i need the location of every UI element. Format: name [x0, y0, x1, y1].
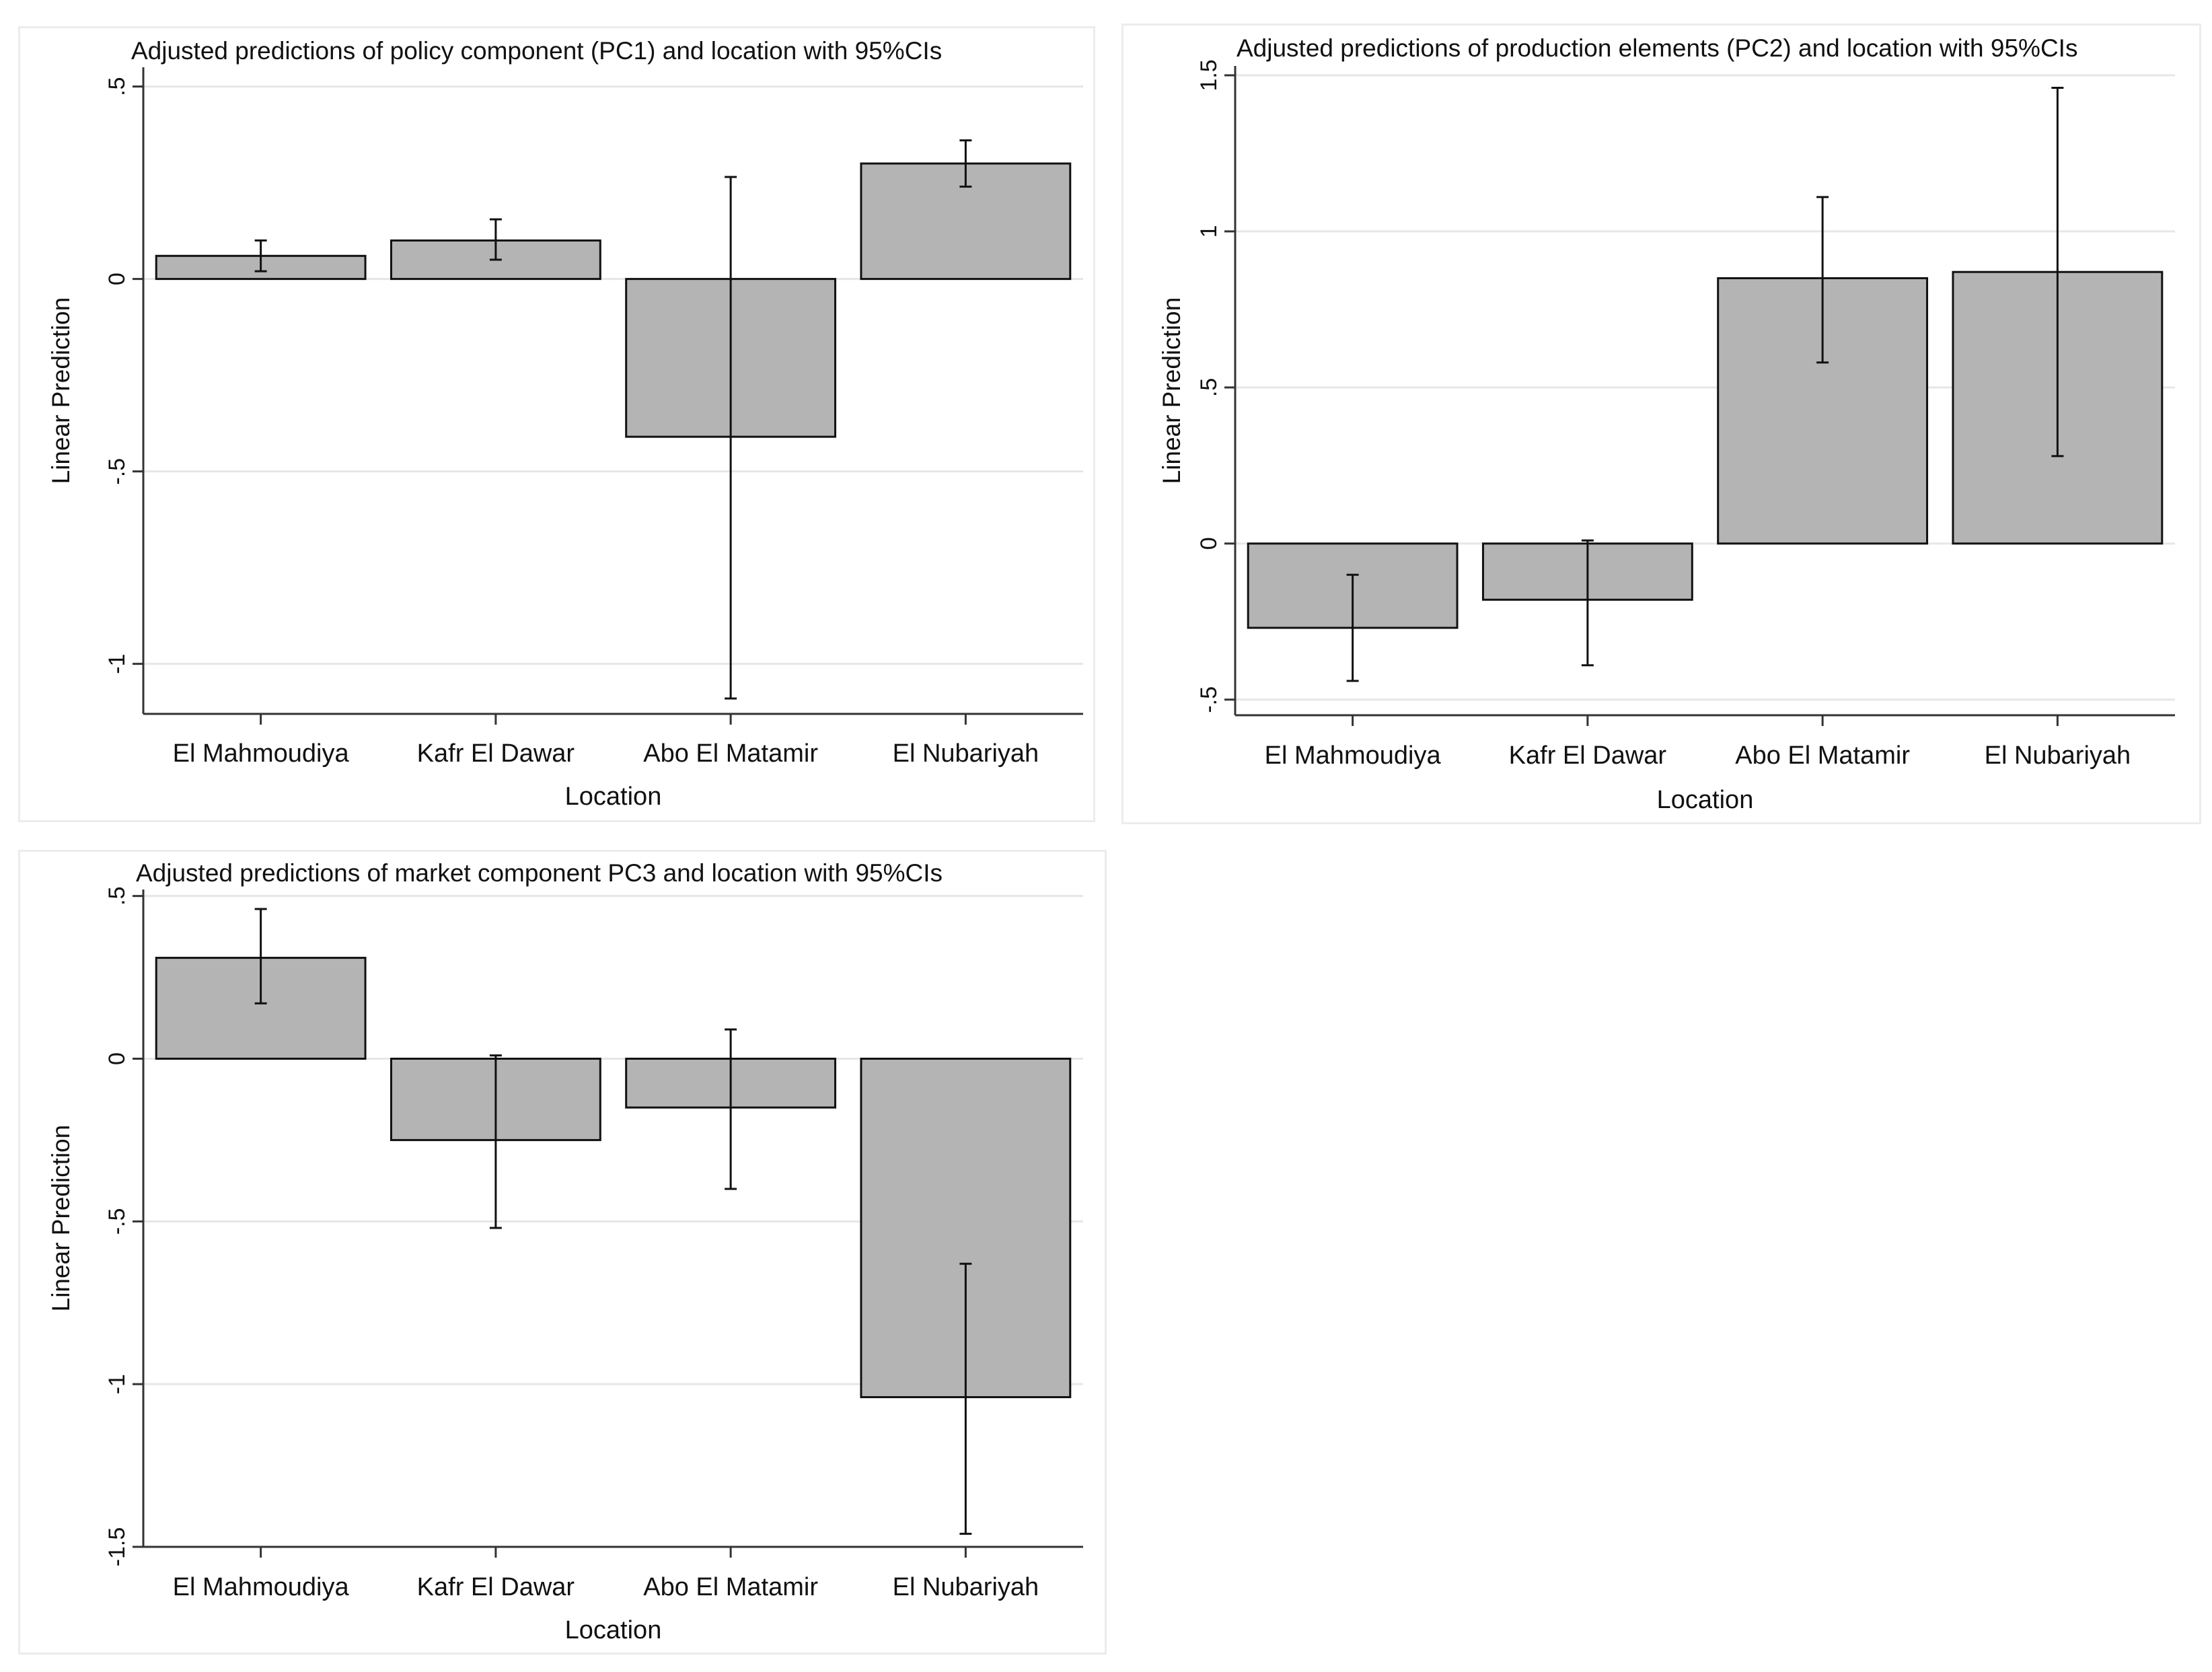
- x-tick-label: El Nubariyah: [893, 739, 1039, 768]
- y-tick-label: 0: [104, 272, 130, 285]
- chart-pc3: -1.5 -1 -.5 0 .5 El Mahmoudiya Kafr El Dawar Ab…: [47, 859, 1083, 1644]
- x-axis-label: Location: [565, 1616, 662, 1644]
- x-tick-label: Kafr El Dawar: [1509, 741, 1667, 770]
- x-tick-label: Abo El Matamir: [1735, 741, 1910, 770]
- y-tick-label: .5: [104, 886, 130, 905]
- chart-title: Adjusted predictions of market component…: [136, 859, 943, 887]
- chart-title: Adjusted predictions of production eleme…: [1237, 34, 2077, 62]
- y-axis-label: Linear Prediction: [1158, 297, 1185, 484]
- y-axis-label: Linear Prediction: [47, 297, 75, 484]
- chart-pc2: -.5 0 .5 1 1.5 El Mahmoudiya Kafr El Dawar Abo …: [1158, 34, 2175, 814]
- y-axis-label: Linear Prediction: [47, 1125, 75, 1312]
- x-tick-label: El Nubariyah: [893, 1573, 1039, 1601]
- x-tick-label: El Mahmoudiya: [173, 739, 350, 768]
- y-tick-label: 1: [1196, 225, 1222, 238]
- chart-title: Adjusted predictions of policy component…: [131, 37, 942, 65]
- x-tick-label: El Mahmoudiya: [1265, 741, 1442, 770]
- chart-pc1: -1 -.5 0 .5 El Mahmoudiya Kafr El Dawar Abo El…: [47, 37, 1083, 811]
- y-tick-label: 0: [1196, 537, 1222, 550]
- x-axis-label: Location: [1657, 786, 1754, 814]
- y-tick-label: -1: [104, 654, 130, 674]
- x-tick-label: El Mahmoudiya: [173, 1573, 350, 1601]
- y-tick-label: 1.5: [1196, 59, 1222, 91]
- y-tick-label: -1.5: [104, 1527, 130, 1567]
- x-tick-label: Abo El Matamir: [643, 1573, 818, 1601]
- y-tick-label: -.5: [104, 1208, 130, 1235]
- y-tick-label: 0: [104, 1052, 130, 1065]
- y-tick-label: .5: [1196, 378, 1222, 397]
- chart-panel-pc1: -1 -.5 0 .5 El Mahmoudiya Kafr El Dawar Abo El…: [18, 26, 1095, 822]
- x-tick-label: Abo El Matamir: [643, 739, 818, 768]
- chart-panel-pc2: -.5 0 .5 1 1.5 El Mahmoudiya Kafr El Dawar Abo …: [1121, 24, 2201, 824]
- y-tick-label: .5: [104, 77, 130, 96]
- chart-panel-pc3: -1.5 -1 -.5 0 .5 El Mahmoudiya Kafr El Dawar Ab…: [18, 850, 1107, 1655]
- y-tick-label: -.5: [1196, 686, 1222, 713]
- x-tick-label: Kafr El Dawar: [417, 739, 575, 768]
- y-tick-label: -.5: [104, 458, 130, 485]
- y-tick-label: -1: [104, 1374, 130, 1394]
- x-tick-label: El Nubariyah: [1985, 741, 2131, 770]
- x-tick-label: Kafr El Dawar: [417, 1573, 575, 1601]
- x-axis-label: Location: [565, 783, 662, 811]
